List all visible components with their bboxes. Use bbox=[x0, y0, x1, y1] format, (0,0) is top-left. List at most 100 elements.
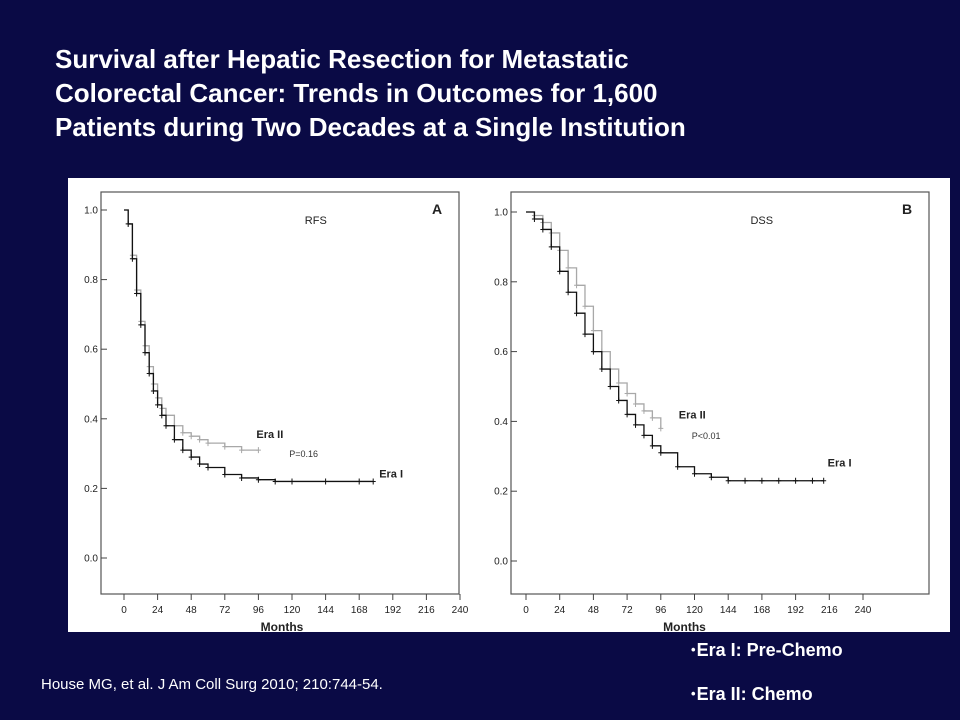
censor-mark bbox=[557, 268, 563, 275]
y-tick-label: 1.0 bbox=[494, 208, 508, 219]
censor-mark bbox=[370, 478, 376, 485]
x-tick-label: 0 bbox=[523, 605, 529, 616]
censor-mark bbox=[582, 331, 588, 338]
chart-panel-b: 0.0 0.2 0.4 0.6 0.8 1.0 0 24 48 72 96 120 144 168 192 2… bbox=[494, 191, 930, 632]
censor-mark bbox=[633, 421, 639, 428]
chart-panel-a: 0.0 0.2 0.4 0.6 0.8 1.0 0 24 48 72 96 120 144 168 192 2… bbox=[84, 191, 469, 632]
plot-frame bbox=[510, 191, 930, 595]
x-tick-label: 48 bbox=[186, 605, 198, 616]
p-value-label: P<0.01 bbox=[692, 431, 721, 441]
censor-mark bbox=[548, 243, 554, 250]
plot-frame bbox=[100, 191, 460, 595]
x-tick-label: 144 bbox=[317, 605, 334, 616]
p-value-label: P=0.16 bbox=[289, 449, 318, 459]
x-tick-label: 0 bbox=[121, 605, 127, 616]
x-tick-label: 120 bbox=[284, 605, 301, 616]
x-tick-label: 240 bbox=[452, 605, 469, 616]
censor-mark bbox=[574, 282, 580, 289]
censor-mark bbox=[540, 226, 546, 233]
censor-mark bbox=[565, 289, 571, 296]
censor-mark bbox=[188, 454, 194, 461]
legend-bullet-icon: • bbox=[691, 642, 696, 657]
x-tick-label: 192 bbox=[787, 605, 804, 616]
title-line-2: Colorectal Cancer: Trends in Outcomes fo… bbox=[55, 78, 658, 108]
legend-item-era2: •Era II: Chemo bbox=[691, 684, 813, 705]
censor-mark bbox=[607, 383, 613, 390]
x-tick-label: 24 bbox=[554, 605, 566, 616]
censor-mark bbox=[205, 440, 211, 447]
censor-mark bbox=[531, 215, 537, 222]
censor-mark bbox=[692, 470, 697, 477]
x-tick-label: 72 bbox=[622, 605, 634, 616]
censor-mark bbox=[599, 366, 605, 373]
censor-mark bbox=[582, 303, 588, 310]
censor-mark bbox=[289, 478, 295, 485]
y-tick-label: 0.8 bbox=[494, 277, 508, 288]
censor-mark bbox=[163, 422, 169, 429]
censor-mark bbox=[180, 429, 186, 436]
x-axis-label: Months bbox=[663, 620, 706, 632]
censor-mark bbox=[590, 348, 596, 355]
censor-mark bbox=[759, 477, 765, 484]
censor-mark bbox=[138, 321, 144, 328]
panel-letter: B bbox=[902, 201, 912, 217]
censor-mark bbox=[565, 264, 571, 271]
censor-mark bbox=[633, 400, 639, 407]
censor-mark bbox=[649, 442, 655, 449]
x-tick-label: 96 bbox=[253, 605, 265, 616]
censor-mark bbox=[793, 477, 799, 484]
censor-mark bbox=[150, 387, 156, 394]
x-tick-label: 72 bbox=[219, 605, 231, 616]
panel-title: RFS bbox=[305, 215, 327, 227]
censor-mark bbox=[205, 464, 211, 471]
legend-bullet-icon: • bbox=[691, 686, 696, 701]
series-line-era-i bbox=[526, 211, 824, 482]
censor-mark bbox=[142, 349, 148, 356]
censor-mark bbox=[125, 220, 131, 227]
censor-mark bbox=[708, 474, 714, 481]
censor-mark bbox=[188, 433, 194, 440]
censor-mark bbox=[323, 478, 329, 485]
censor-mark bbox=[222, 471, 228, 478]
x-tick-label: 216 bbox=[821, 605, 838, 616]
legend-label-era1: Era I: Pre-Chemo bbox=[696, 640, 843, 660]
censor-mark bbox=[658, 449, 664, 456]
censor-mark bbox=[134, 290, 140, 297]
x-axis-label: Months bbox=[261, 620, 304, 632]
censor-mark bbox=[675, 463, 681, 470]
censor-mark bbox=[197, 436, 203, 443]
censor-mark bbox=[821, 477, 827, 484]
x-tick-label: 168 bbox=[754, 605, 771, 616]
legend-label-era2: Era II: Chemo bbox=[696, 684, 813, 704]
y-tick-label: 0.4 bbox=[494, 417, 508, 428]
censor-mark bbox=[180, 447, 186, 454]
x-tick-label: 192 bbox=[384, 605, 401, 616]
censor-mark bbox=[239, 447, 245, 454]
survival-charts-svg: 0.0 0.2 0.4 0.6 0.8 1.0 0 24 48 72 96 120 144 168 192 2… bbox=[84, 191, 930, 632]
x-tick-label: 216 bbox=[418, 605, 435, 616]
censor-mark bbox=[624, 411, 630, 418]
x-tick-label: 24 bbox=[152, 605, 164, 616]
series-label-era-i: Era I bbox=[828, 458, 852, 470]
panel-letter: A bbox=[432, 201, 442, 217]
title-line-3: Patients during Two Decades at a Single … bbox=[55, 112, 686, 142]
panel-title: DSS bbox=[750, 215, 773, 227]
censor-mark bbox=[616, 397, 622, 404]
x-tick-label: 168 bbox=[351, 605, 368, 616]
censor-mark bbox=[146, 370, 152, 377]
series-label-era-ii: Era II bbox=[256, 429, 283, 441]
censor-mark bbox=[590, 327, 596, 334]
censor-mark bbox=[129, 255, 135, 262]
censor-mark bbox=[574, 310, 580, 317]
title-line-1: Survival after Hepatic Resection for Met… bbox=[55, 44, 629, 74]
y-tick-label: 1.0 bbox=[84, 206, 98, 217]
censor-mark bbox=[658, 425, 664, 432]
legend-item-era1: •Era I: Pre-Chemo bbox=[691, 640, 843, 661]
survival-figure: 0.0 0.2 0.4 0.6 0.8 1.0 0 24 48 72 96 120 144 168 192 2… bbox=[68, 178, 950, 632]
x-tick-label: 120 bbox=[686, 605, 703, 616]
censor-mark bbox=[171, 436, 177, 443]
citation: House MG, et al. J Am Coll Surg 2010; 21… bbox=[41, 676, 383, 693]
x-tick-label: 240 bbox=[855, 605, 872, 616]
censor-mark bbox=[641, 432, 647, 439]
y-tick-label: 0.8 bbox=[84, 275, 98, 286]
